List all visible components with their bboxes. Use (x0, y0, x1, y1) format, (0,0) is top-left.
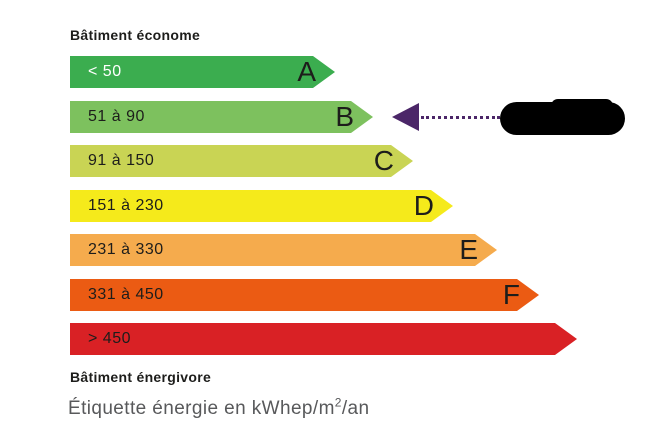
energy-bar-B: 51 à 90 B (70, 101, 373, 133)
economical-building-label: Bâtiment économe (70, 27, 201, 43)
energy-bar-F: 331 à 450 F (70, 279, 539, 311)
range-label: 331 à 450 (88, 286, 164, 303)
caption-text-suffix: /an (341, 398, 370, 419)
energy-bar-D: 151 à 230 D (70, 190, 453, 222)
range-label: 231 à 330 (88, 241, 164, 258)
caption-superscript: 2 (334, 395, 342, 410)
range-label: 91 à 150 (88, 152, 155, 169)
range-label: > 450 (88, 330, 131, 347)
class-letter: F (502, 279, 520, 310)
energy-bar-C: 91 à 150 C (70, 145, 413, 177)
energy-guzzling-building-label: Bâtiment énergivore (70, 369, 212, 385)
redacted-value (500, 99, 625, 135)
indicator-dotted-line (421, 116, 500, 119)
indicator-arrow-icon (392, 103, 419, 131)
caption-text: Étiquette énergie en kWhep/m (68, 398, 335, 419)
range-label: 51 à 90 (88, 108, 145, 125)
label-caption: Étiquette énergie en kWhep/m2/an (68, 395, 370, 420)
class-letter: E (459, 234, 478, 265)
class-letter: D (413, 190, 434, 221)
class-letter: B (335, 101, 354, 132)
energy-bar-E: 231 à 330 E (70, 234, 497, 266)
class-letter: C (373, 145, 394, 176)
range-label: 151 à 230 (88, 197, 164, 214)
energy-bar-A: < 50 A (70, 56, 335, 88)
range-label: < 50 (88, 63, 122, 80)
energy-bar-G-row: > 450 (70, 323, 577, 355)
class-letter: A (297, 56, 316, 87)
